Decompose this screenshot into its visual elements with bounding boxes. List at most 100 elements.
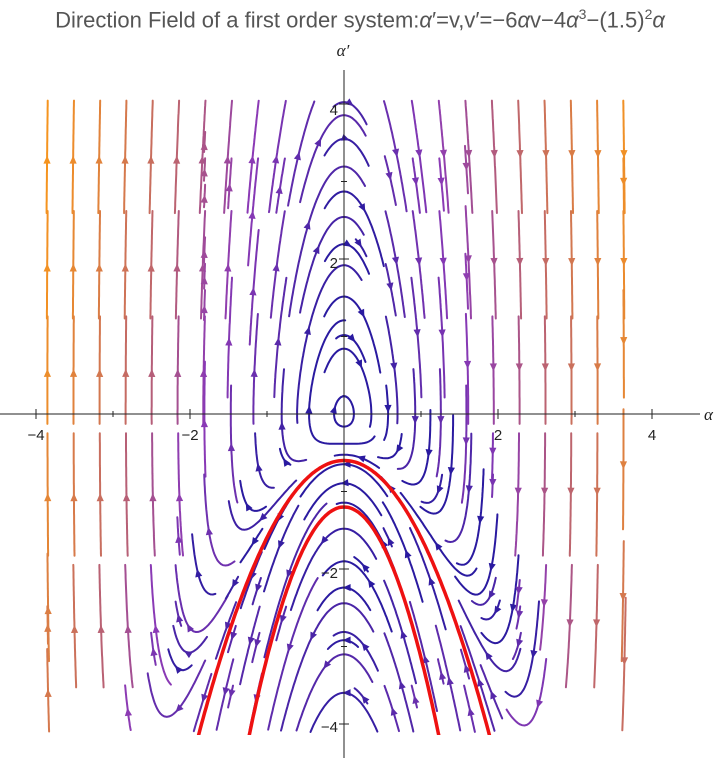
stream-arrow (367, 579, 376, 588)
stream-arrow (232, 579, 240, 588)
stream-arrow (438, 329, 446, 338)
stream-arrow (347, 333, 356, 343)
stream-arrow (594, 150, 602, 159)
stream-line (174, 564, 229, 634)
stream-arrow (69, 368, 78, 377)
stream-line (248, 229, 260, 346)
stream-arrow (436, 485, 444, 495)
stream-arrow (516, 257, 524, 267)
stream-arrow (404, 549, 412, 559)
stream-arrow (175, 493, 184, 502)
stream-arrow (593, 619, 601, 628)
stream-line (267, 577, 319, 731)
stream-arrow (566, 619, 574, 628)
y-tick-label: 2 (330, 255, 338, 272)
stream-arrow (620, 150, 628, 159)
stream-arrow (384, 404, 392, 413)
stream-arrow (124, 707, 133, 717)
stream-arrow (250, 368, 258, 378)
stream-arrow (489, 447, 497, 456)
stream-line (399, 491, 478, 577)
stream-arrow (485, 651, 493, 661)
stream-line (203, 289, 206, 322)
stream-arrow (175, 534, 183, 543)
stream-arrow (488, 562, 496, 572)
stream-arrow (422, 654, 430, 664)
stream-arrow (620, 177, 628, 186)
stream-line (227, 157, 233, 210)
stream-line (191, 533, 217, 596)
stream-arrow (567, 363, 576, 372)
stream-arrow (515, 363, 523, 372)
stream-line (239, 605, 261, 686)
stream-line (268, 99, 287, 214)
stream-line (203, 262, 206, 290)
stream-arrow (69, 155, 77, 164)
stream-arrow (340, 133, 350, 141)
stream-arrow (516, 638, 524, 648)
stream-arrow (509, 603, 517, 613)
stream-arrow (514, 487, 522, 496)
stream-arrow (249, 287, 257, 296)
stream-arrow (195, 568, 203, 578)
stream-line (515, 579, 521, 611)
stream-arrow (477, 678, 485, 687)
stream-arrow (96, 368, 104, 377)
stream-arrow (463, 360, 472, 369)
stream-line (288, 165, 366, 318)
stream-line (308, 319, 376, 445)
stream-arrow (227, 442, 236, 452)
stream-arrow (121, 155, 129, 164)
stream-arrow (463, 664, 471, 673)
stream-line (252, 313, 259, 425)
stream-line (383, 100, 408, 213)
stream-arrow (173, 263, 181, 272)
stream-arrow (568, 150, 576, 159)
stream-arrow (530, 650, 538, 659)
stream-arrow (279, 614, 287, 624)
stream-line (333, 395, 355, 428)
stream-arrow (358, 203, 366, 212)
stream-line (384, 210, 406, 318)
stream-lines (43, 98, 629, 733)
stream-arrow (254, 638, 262, 648)
stream-line (480, 599, 501, 621)
stream-arrow (516, 610, 524, 619)
stream-arrow (446, 676, 454, 686)
stream-line (564, 563, 573, 689)
stream-line (203, 236, 207, 264)
stream-arrow (620, 657, 629, 666)
stream-arrow (413, 329, 421, 338)
stream-line (280, 602, 375, 732)
stream-arrow (467, 707, 475, 717)
stream-arrow (342, 636, 351, 644)
stream-line (622, 408, 625, 531)
highlighted-curves (196, 458, 492, 735)
stream-line (434, 624, 462, 732)
stream-arrow (124, 624, 132, 634)
stream-arrow (329, 405, 337, 415)
stream-arrow (200, 276, 208, 285)
axes (0, 70, 700, 758)
stream-arrow (225, 183, 233, 192)
stream-arrow (435, 541, 443, 551)
stream-arrow (385, 171, 393, 181)
stream-arrow (175, 704, 184, 713)
stream-line (273, 276, 288, 399)
stream-arrow (70, 493, 78, 502)
highlighted-curve (196, 458, 492, 735)
stream-line (254, 432, 275, 489)
stream-arrow (567, 487, 575, 496)
stream-arrow (619, 593, 627, 602)
stream-arrow (286, 569, 294, 579)
stream-arrow (44, 688, 52, 698)
stream-line (491, 432, 494, 480)
stream-arrow (275, 185, 283, 195)
stream-line (419, 414, 455, 515)
stream-line (192, 672, 213, 733)
stream-arrow (314, 138, 322, 147)
stream-arrow (245, 502, 253, 512)
stream-line (457, 599, 522, 673)
stream-arrow (415, 149, 423, 158)
stream-line (470, 576, 497, 606)
